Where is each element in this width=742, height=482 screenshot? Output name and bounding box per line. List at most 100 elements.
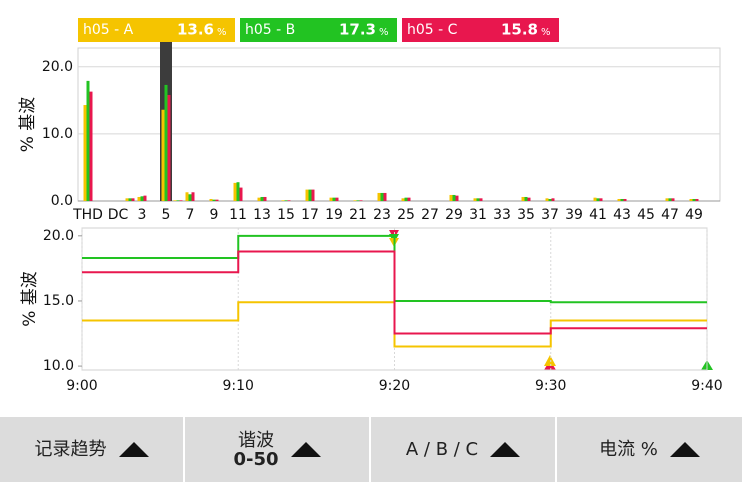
bar [233,182,237,201]
menu-button[interactable]: 谐波 0-50 [185,417,369,482]
bar [173,200,177,201]
bar [527,197,531,201]
legend-box [240,18,397,42]
legend-box [402,18,559,42]
x-tick-label: 31 [469,207,487,223]
bar [83,105,87,201]
menu-button[interactable]: A / B / C [371,417,555,482]
x-tick-label: 35 [517,207,535,223]
x-tick-label: 15 [277,207,295,223]
bar [620,198,624,201]
button-label: 记录趋势 [35,440,107,459]
x-tick-label: 7 [186,207,195,223]
bar [215,199,219,201]
button-subtext: 0-50 [233,448,279,470]
x-tick-label: 43 [613,207,631,223]
y-tick-label: 0.0 [51,193,73,209]
bar [380,192,384,201]
bar [404,197,408,201]
x-tick-label: 9:00 [66,378,97,394]
plot-frame [77,47,721,202]
button-label: 电流 % [599,440,658,459]
bar [665,198,669,201]
bar [140,196,144,201]
up-arrow-icon [669,442,700,457]
x-tick-label: 17 [301,207,319,223]
bar [191,192,195,201]
y-tick-label: 20.0 [43,228,74,244]
bar [479,198,483,201]
bar [449,194,453,201]
x-tick-label: 5 [162,207,171,223]
bar [548,198,552,201]
menu-button[interactable]: 电流 % [557,417,742,482]
up-arrow-icon [290,442,321,457]
bar [356,200,360,201]
bar [383,192,387,201]
bar [179,200,183,201]
bar [455,195,459,201]
x-tick-label: 19 [325,207,343,223]
x-tick-label: 41 [589,207,607,223]
bar [185,192,189,201]
x-tick-label: 21 [349,207,367,223]
legend-name: h05 - B [245,22,295,38]
x-tick-label: 13 [253,207,271,223]
button-text: 电流 % [599,439,658,460]
button-label: A / B / C [406,440,478,459]
y-tick-label: 10.0 [42,126,73,142]
bar [593,197,597,201]
menu-button[interactable]: 记录趋势 [0,417,183,482]
bar [161,109,165,201]
bar [209,198,213,201]
bar [332,197,336,201]
bar [545,198,549,201]
x-tick-label: THD [72,207,103,223]
bar [128,198,132,201]
bar [671,198,675,201]
bar [131,198,135,201]
bar [689,198,693,201]
button-text: A / B / C [405,439,479,460]
legend-value: 13.6 [177,21,214,39]
x-tick-label: 9:40 [691,378,722,394]
bar [188,194,192,201]
bar [308,189,312,201]
bar [263,196,267,201]
bar [521,196,525,201]
x-tick-label: 29 [445,207,463,223]
bar [551,198,555,201]
bar [260,196,264,201]
legend-value: 15.8 [501,21,538,39]
button-text: 记录趋势 [34,439,107,460]
bar [599,198,603,201]
bar [401,198,405,201]
legend-value: 17.3 [339,21,376,39]
x-tick-label: 3 [138,207,147,223]
bar [281,200,285,201]
bar [239,187,243,201]
up-arrow-icon [118,442,149,457]
x-tick-label: 9:30 [535,378,566,394]
x-tick-label: 27 [421,207,439,223]
series-line [82,250,707,335]
bar [311,189,315,201]
legend-name: h05 - A [83,22,134,38]
x-tick-label: 11 [229,207,247,223]
legend-unit: % [379,27,389,38]
bar [377,192,381,201]
bar [305,189,309,201]
bar [359,200,363,201]
y-axis-label: % 基波 [18,97,38,153]
legend-unit: % [541,27,551,38]
bar [452,194,456,201]
bar [476,198,480,201]
bar [143,195,147,201]
bar [212,199,216,201]
bar [335,197,339,201]
bar [668,198,672,201]
bar [617,198,621,201]
bar [596,198,600,201]
x-tick-label: DC [108,207,129,223]
